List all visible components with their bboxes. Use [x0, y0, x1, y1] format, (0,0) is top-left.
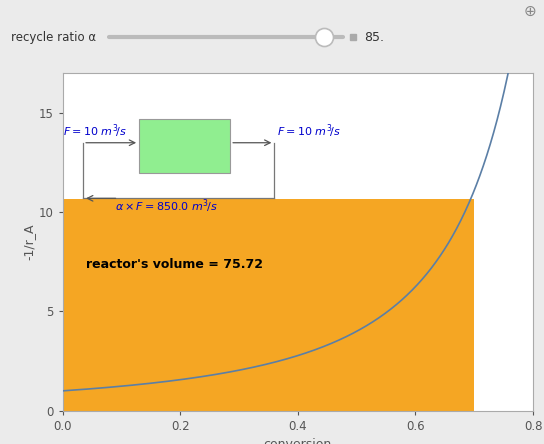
Text: $\alpha \times F = 850.0\ m^3\!/s$: $\alpha \times F = 850.0\ m^3\!/s$ — [115, 197, 218, 214]
Bar — [63, 199, 474, 411]
Text: $F = 10\ m^3\!/s$: $F = 10\ m^3\!/s$ — [63, 123, 127, 140]
Text: recycle ratio α: recycle ratio α — [11, 31, 96, 44]
Bar — [139, 119, 230, 173]
Text: 85.: 85. — [364, 31, 385, 44]
Text: ⊕: ⊕ — [524, 4, 537, 19]
X-axis label: conversion: conversion — [264, 438, 332, 444]
Text: $F = 10\ m^3\!/s$: $F = 10\ m^3\!/s$ — [277, 123, 341, 140]
Text: reactor's volume = 75.72: reactor's volume = 75.72 — [86, 258, 263, 271]
Y-axis label: -1/r_A: -1/r_A — [23, 224, 36, 260]
